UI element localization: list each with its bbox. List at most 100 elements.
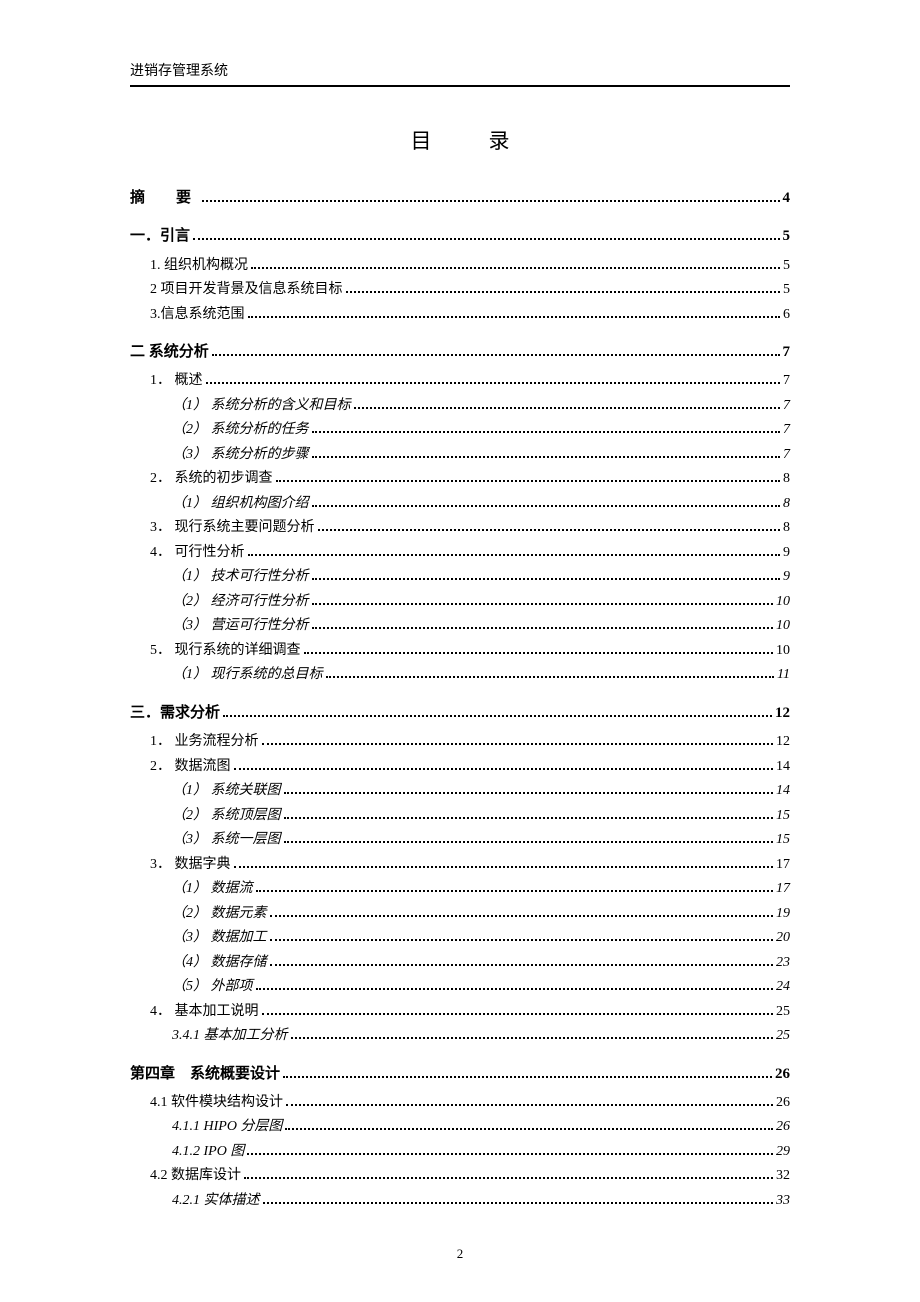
toc-entry-label: （3） 系统分析的步骤 [172, 443, 309, 468]
toc-entry-page: 9 [783, 541, 790, 566]
toc-heading: 目 录 [130, 125, 790, 155]
toc-entry-label: 1． 概述 [150, 369, 203, 394]
toc-entry-page: 5 [783, 223, 791, 249]
toc-entry: 摘 要4 [130, 185, 790, 211]
toc-entry-label: （1） 系统关联图 [172, 779, 281, 804]
toc-entry: （3） 系统分析的步骤7 [130, 443, 790, 468]
toc-entry-page: 17 [776, 853, 790, 878]
toc-entry-page: 20 [776, 926, 790, 951]
toc-entry-label: 3． 现行系统主要问题分析 [150, 516, 315, 541]
toc-entry: （1） 系统分析的含义和目标7 [130, 394, 790, 419]
toc-leader-dots [312, 456, 781, 458]
toc-entry: 1. 组织机构概况 5 [130, 254, 790, 279]
toc-entry-label: （4） 数据存储 [172, 951, 267, 976]
toc-entry: 2 项目开发背景及信息系统目标5 [130, 278, 790, 303]
toc-leader-dots [234, 866, 774, 868]
toc-leader-dots [304, 652, 774, 654]
toc-entry-label: 3.4.1 基本加工分析 [172, 1024, 288, 1049]
toc-entry-label: 4.1.1 HIPO 分层图 [172, 1115, 282, 1140]
toc-leader-dots [206, 382, 781, 384]
toc-entry: （1） 系统关联图14 [130, 779, 790, 804]
toc-entry: 4． 基本加工说明25 [130, 1000, 790, 1025]
toc-entry-label: 二 系统分析 [130, 339, 209, 365]
toc-entry-page: 25 [776, 1024, 790, 1049]
toc-entry-label: 4.2.1 实体描述 [172, 1189, 260, 1214]
toc-leader-dots [318, 529, 781, 531]
toc-entry-label: （1） 技术可行性分析 [172, 565, 309, 590]
toc-leader-dots [270, 939, 774, 941]
toc-entry-page: 15 [776, 804, 790, 829]
toc-entry-page: 10 [776, 590, 790, 615]
toc-leader-dots [284, 792, 774, 794]
toc-entry: 4.1.1 HIPO 分层图 26 [130, 1115, 790, 1140]
toc-entry-label: （2） 经济可行性分析 [172, 590, 309, 615]
toc-entry-label: 3.信息系统范围 [150, 303, 245, 328]
toc-entry: 三．需求分析12 [130, 700, 790, 726]
toc-entry-page: 7 [783, 369, 790, 394]
toc-leader-dots [285, 1128, 773, 1130]
toc-entry: （3） 营运可行性分析 10 [130, 614, 790, 639]
toc-entry-label: （3） 营运可行性分析 [172, 614, 309, 639]
document-page: 进销存管理系统 目 录 摘 要4一．引言51. 组织机构概况52 项目开发背景及… [0, 0, 920, 1253]
toc-entry-page: 10 [776, 639, 790, 664]
toc-entry-page: 14 [776, 755, 790, 780]
toc-entry-label: 1. 组织机构概况 [150, 254, 248, 279]
toc-entry-label: 2． 系统的初步调查 [150, 467, 273, 492]
toc-entry: 二 系统分析 7 [130, 339, 790, 365]
toc-entry-page: 8 [783, 467, 790, 492]
toc-leader-dots [354, 407, 781, 409]
toc-entry-page: 8 [783, 492, 790, 517]
toc-entry-page: 5 [783, 278, 790, 303]
toc-entry-page: 12 [776, 730, 790, 755]
toc-leader-dots [276, 480, 781, 482]
toc-entry-label: 5． 现行系统的详细调查 [150, 639, 301, 664]
toc-entry-label: 4． 基本加工说明 [150, 1000, 259, 1025]
toc-leader-dots [270, 915, 774, 917]
toc-leader-dots [263, 1202, 774, 1204]
toc-entry-label: 4.1 软件模块结构设计 [150, 1091, 283, 1116]
toc-leader-dots [346, 291, 781, 293]
toc-leader-dots [193, 238, 779, 240]
toc-entry: 4.2 数据库设计32 [130, 1164, 790, 1189]
toc-leader-dots [312, 578, 781, 580]
toc-entry: （1） 现行系统的总目标11 [130, 663, 790, 688]
toc-entry-page: 5 [783, 254, 790, 279]
toc-entry-page: 6 [783, 303, 790, 328]
toc-entry-page: 17 [776, 877, 790, 902]
toc-entry: （1） 组织机构图介绍8 [130, 492, 790, 517]
toc-entry: 3． 数据字典 17 [130, 853, 790, 878]
toc-entry-page: 7 [783, 339, 791, 365]
toc-leader-dots [248, 554, 781, 556]
toc-leader-dots [291, 1037, 774, 1039]
toc-entry: 1． 概述 7 [130, 369, 790, 394]
page-header-title: 进销存管理系统 [130, 60, 790, 87]
toc-entry-label: 3． 数据字典 [150, 853, 231, 878]
toc-leader-dots [312, 505, 781, 507]
toc-entry-page: 23 [776, 951, 790, 976]
toc-entry: （2） 经济可行性分析 10 [130, 590, 790, 615]
toc-leader-dots [244, 1177, 773, 1179]
toc-entry-page: 24 [776, 975, 790, 1000]
toc-leader-dots [283, 1076, 772, 1078]
toc-leader-dots [212, 354, 780, 356]
toc-entry-page: 10 [776, 614, 790, 639]
toc-entry-page: 33 [776, 1189, 790, 1214]
toc-entry-label: 摘 要 [130, 185, 199, 211]
toc-entry-label: （1） 系统分析的含义和目标 [172, 394, 351, 419]
toc-entry: （2） 数据元素19 [130, 902, 790, 927]
toc-entry-label: 三．需求分析 [130, 700, 220, 726]
toc-entry-page: 19 [776, 902, 790, 927]
toc-leader-dots [202, 200, 779, 202]
toc-entry: 4． 可行性分析9 [130, 541, 790, 566]
toc-entry: 一．引言5 [130, 223, 790, 249]
toc-entry: 2． 系统的初步调查 8 [130, 467, 790, 492]
toc-entry: （5） 外部项24 [130, 975, 790, 1000]
toc-leader-dots [262, 743, 774, 745]
toc-entry: 3． 现行系统主要问题分析8 [130, 516, 790, 541]
toc-entry-label: （1） 数据流 [172, 877, 253, 902]
toc-entry: 3.信息系统范围 6 [130, 303, 790, 328]
toc-entry-label: （1） 现行系统的总目标 [172, 663, 323, 688]
toc-entry-label: 第四章 系统概要设计 [130, 1061, 280, 1087]
toc-entry-page: 26 [776, 1115, 790, 1140]
toc-entry: 第四章 系统概要设计26 [130, 1061, 790, 1087]
